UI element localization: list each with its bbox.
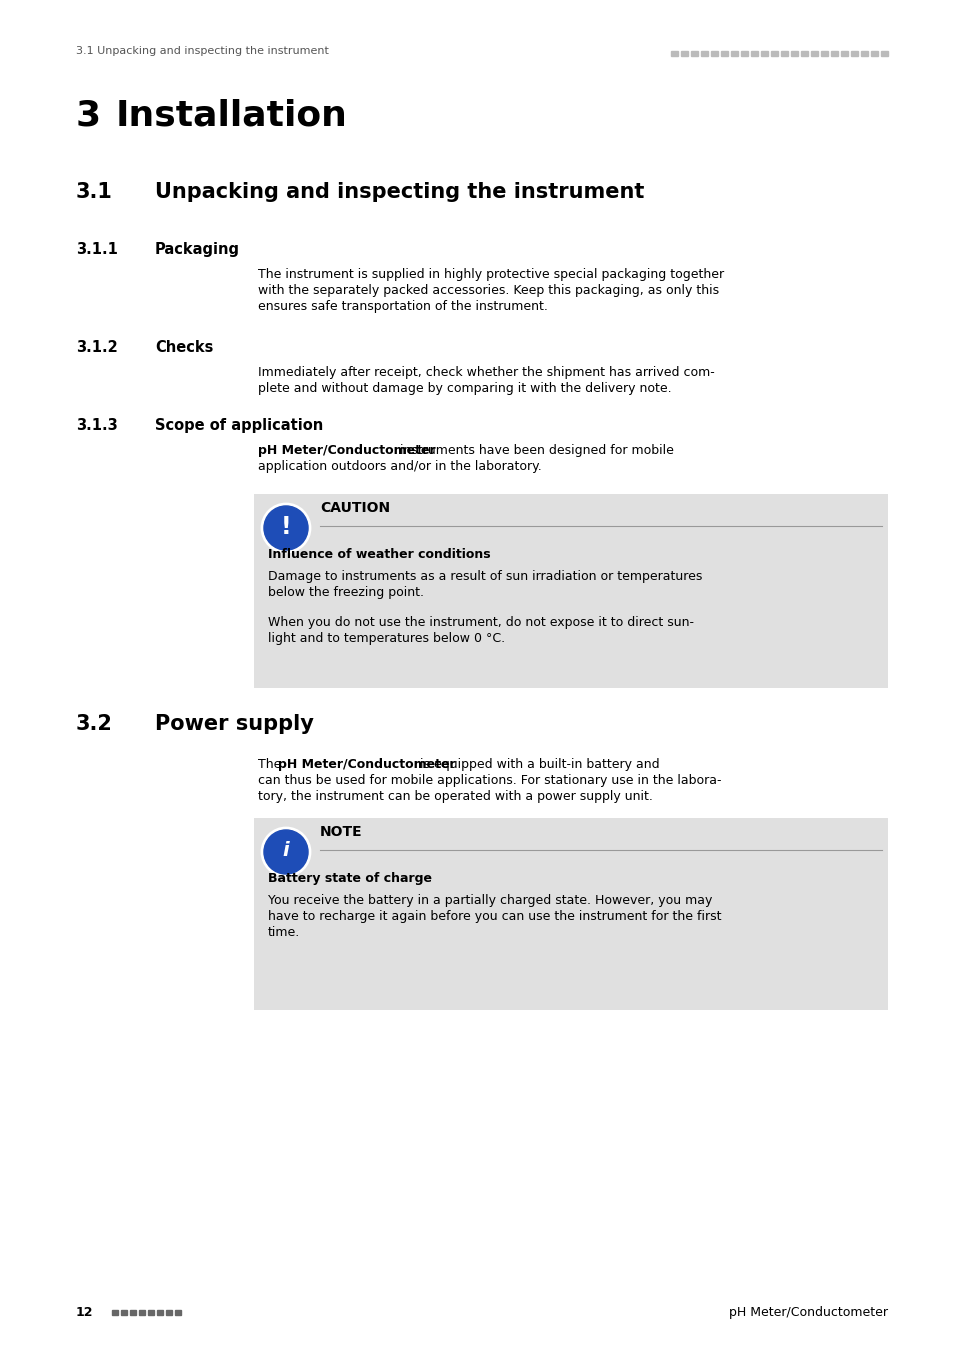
Bar xyxy=(810,51,817,55)
Text: 12: 12 xyxy=(76,1305,93,1319)
Bar xyxy=(148,1310,153,1315)
Text: 3.1.1: 3.1.1 xyxy=(76,242,118,256)
Bar xyxy=(720,51,727,55)
Text: 3.2: 3.2 xyxy=(76,714,112,734)
Bar xyxy=(760,51,767,55)
Text: instruments have been designed for mobile: instruments have been designed for mobil… xyxy=(395,444,673,458)
Text: Packaging: Packaging xyxy=(154,242,240,256)
Text: can thus be used for mobile applications. For stationary use in the labora-: can thus be used for mobile applications… xyxy=(257,774,720,787)
Text: 3.1 Unpacking and inspecting the instrument: 3.1 Unpacking and inspecting the instrum… xyxy=(76,46,329,55)
Text: 3: 3 xyxy=(76,99,101,134)
Text: When you do not use the instrument, do not expose it to direct sun-: When you do not use the instrument, do n… xyxy=(268,616,693,629)
Text: ensures safe transportation of the instrument.: ensures safe transportation of the instr… xyxy=(257,300,547,313)
Circle shape xyxy=(264,830,308,873)
Text: 3.1.2: 3.1.2 xyxy=(76,340,117,355)
Text: have to recharge it again before you can use the instrument for the first: have to recharge it again before you can… xyxy=(268,910,720,923)
Text: pH Meter/Conductometer: pH Meter/Conductometer xyxy=(728,1305,887,1319)
Bar xyxy=(841,51,847,55)
Text: The: The xyxy=(257,757,285,771)
Bar xyxy=(730,51,738,55)
Bar xyxy=(690,51,698,55)
Bar xyxy=(740,51,747,55)
Text: 3.1: 3.1 xyxy=(76,182,112,202)
Text: Battery state of charge: Battery state of charge xyxy=(268,872,432,886)
Text: The instrument is supplied in highly protective special packaging together: The instrument is supplied in highly pro… xyxy=(257,269,723,281)
Bar xyxy=(790,51,797,55)
Text: Immediately after receipt, check whether the shipment has arrived com-: Immediately after receipt, check whether… xyxy=(257,366,714,379)
Text: Damage to instruments as a result of sun irradiation or temperatures: Damage to instruments as a result of sun… xyxy=(268,570,701,583)
Text: CAUTION: CAUTION xyxy=(319,501,390,514)
Bar xyxy=(801,51,807,55)
Bar xyxy=(112,1310,118,1315)
Text: You receive the battery in a partially charged state. However, you may: You receive the battery in a partially c… xyxy=(268,894,712,907)
Text: Power supply: Power supply xyxy=(154,714,314,734)
Text: pH Meter/Conductometer: pH Meter/Conductometer xyxy=(277,757,456,771)
Text: time.: time. xyxy=(268,926,300,940)
Text: light and to temperatures below 0 °C.: light and to temperatures below 0 °C. xyxy=(268,632,504,645)
Bar xyxy=(174,1310,181,1315)
Bar xyxy=(121,1310,127,1315)
Text: !: ! xyxy=(280,514,291,539)
Text: i: i xyxy=(282,841,289,860)
Bar xyxy=(770,51,778,55)
Bar xyxy=(830,51,837,55)
Bar xyxy=(750,51,758,55)
Bar xyxy=(870,51,877,55)
Text: tory, the instrument can be operated with a power supply unit.: tory, the instrument can be operated wit… xyxy=(257,790,652,803)
Text: plete and without damage by comparing it with the delivery note.: plete and without damage by comparing it… xyxy=(257,382,671,396)
Text: is equipped with a built-in battery and: is equipped with a built-in battery and xyxy=(416,757,659,771)
Text: pH Meter/Conductometer: pH Meter/Conductometer xyxy=(257,444,436,458)
Bar xyxy=(700,51,707,55)
Bar xyxy=(880,51,887,55)
Text: 3.1.3: 3.1.3 xyxy=(76,418,117,433)
Text: below the freezing point.: below the freezing point. xyxy=(268,586,423,599)
Bar xyxy=(253,818,887,1010)
Bar xyxy=(253,494,887,688)
Text: Checks: Checks xyxy=(154,340,213,355)
Text: Installation: Installation xyxy=(116,99,348,134)
Text: application outdoors and/or in the laboratory.: application outdoors and/or in the labor… xyxy=(257,460,541,472)
Bar xyxy=(861,51,867,55)
Text: Unpacking and inspecting the instrument: Unpacking and inspecting the instrument xyxy=(154,182,643,202)
Bar xyxy=(139,1310,145,1315)
Bar xyxy=(166,1310,172,1315)
Text: Influence of weather conditions: Influence of weather conditions xyxy=(268,548,490,562)
Bar xyxy=(821,51,827,55)
Bar xyxy=(670,51,678,55)
Bar xyxy=(680,51,687,55)
Circle shape xyxy=(264,506,308,549)
Bar xyxy=(781,51,787,55)
Bar xyxy=(710,51,718,55)
Bar xyxy=(850,51,857,55)
Text: with the separately packed accessories. Keep this packaging, as only this: with the separately packed accessories. … xyxy=(257,284,719,297)
Text: Scope of application: Scope of application xyxy=(154,418,323,433)
Bar xyxy=(130,1310,136,1315)
Bar xyxy=(157,1310,163,1315)
Text: NOTE: NOTE xyxy=(319,825,362,838)
